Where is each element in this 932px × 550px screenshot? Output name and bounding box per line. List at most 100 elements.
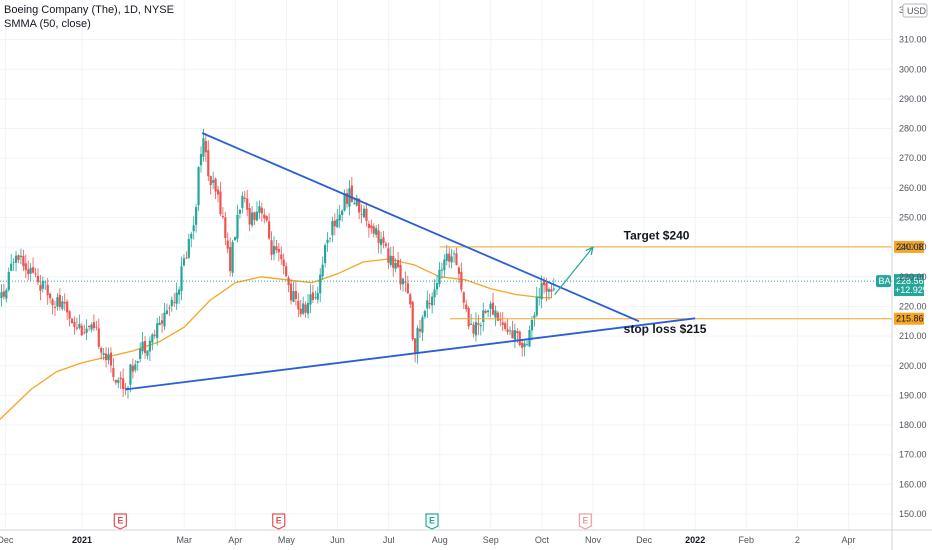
candle-body — [501, 322, 504, 326]
candle-body — [221, 216, 224, 218]
candle-body — [382, 237, 385, 244]
candle-body — [304, 304, 307, 313]
candle-body — [216, 189, 220, 195]
trend-lines — [125, 132, 696, 391]
candle-body — [90, 324, 93, 330]
annotations: Target $240 stop loss $215 — [554, 229, 707, 336]
candle-body — [416, 328, 419, 354]
candle-body — [530, 320, 534, 331]
candle-body — [462, 292, 465, 303]
target-level-tag-label: 240.08 — [896, 242, 924, 252]
candle-body — [297, 300, 300, 310]
candle-body — [102, 353, 105, 355]
candle-body — [431, 296, 434, 306]
y-tick-label: 240.00 — [899, 242, 927, 252]
candle-body — [263, 214, 266, 219]
candles — [0, 128, 555, 399]
earnings-marker-4-letter: E — [582, 516, 588, 526]
current-price-change: +12.92% — [895, 285, 931, 295]
candle-body — [248, 208, 251, 225]
candle-body — [126, 387, 130, 389]
candle-body — [535, 296, 538, 316]
candle-body — [243, 197, 246, 199]
candle-body — [367, 223, 370, 228]
candle-body — [538, 296, 541, 298]
candle-body — [46, 284, 49, 296]
candle-body — [348, 188, 351, 207]
candle-body — [61, 301, 64, 309]
y-tick-label: 200.00 — [899, 361, 927, 371]
x-tick-label: Feb — [739, 535, 755, 545]
candle-body — [29, 267, 32, 274]
indicator-label: SMMA (50, close) — [4, 18, 91, 30]
candle-body — [469, 323, 473, 325]
candle-body — [204, 140, 207, 153]
x-tick-label: Apr — [841, 535, 855, 545]
candle-body — [107, 354, 110, 361]
candle-body — [134, 364, 137, 371]
stop-loss-level-tag — [894, 312, 924, 325]
candle-body — [285, 266, 288, 277]
candle-body — [445, 253, 448, 261]
candle-body — [499, 319, 502, 321]
y-tick-label: 190.00 — [899, 390, 927, 400]
x-tick-label: Aug — [432, 535, 448, 545]
candle-body — [525, 344, 529, 345]
candle-body — [163, 312, 166, 327]
candle-body — [207, 150, 210, 177]
candle-body — [199, 154, 203, 166]
candle-body — [139, 349, 142, 359]
candle-body — [309, 294, 312, 305]
chart-title: Boeing Company (The), 1D, NYSE — [4, 4, 174, 16]
target-arrow-head — [585, 246, 594, 256]
candle-body — [122, 378, 125, 389]
candle-body — [316, 293, 319, 300]
x-tick-label: 2 — [795, 535, 800, 545]
candle-body — [423, 311, 426, 317]
candle-body — [372, 226, 375, 234]
candle-body — [114, 379, 117, 383]
candle-body — [17, 255, 20, 260]
candle-body — [341, 210, 344, 215]
candle-body — [414, 338, 417, 354]
candle-body — [51, 299, 54, 306]
candle-body — [452, 253, 456, 255]
candle-body — [428, 302, 431, 305]
x-tick-label: Dec — [0, 535, 14, 545]
y-tick-label: 250.00 — [899, 213, 927, 223]
candle-body — [231, 242, 234, 273]
candle-body — [5, 290, 8, 299]
candle-body — [202, 138, 205, 157]
current-price-label: 228.56 — [896, 276, 924, 286]
candle-body — [477, 323, 480, 325]
candle-body — [87, 325, 91, 327]
candle-body — [112, 368, 115, 378]
candle-body — [97, 328, 100, 347]
candle-body — [253, 212, 256, 220]
candle-body — [195, 207, 198, 225]
candle-body — [484, 310, 487, 313]
lower-trendline — [125, 317, 696, 391]
candle-body — [192, 225, 195, 232]
candle-body — [338, 214, 341, 221]
candle-body — [158, 322, 161, 326]
candle-body — [80, 325, 83, 336]
candle-body — [394, 262, 397, 269]
candle-body — [399, 264, 402, 285]
candle-body — [540, 282, 543, 300]
y-tick-label: 300.00 — [899, 64, 927, 74]
candle-body — [22, 255, 25, 267]
candle-body — [379, 239, 383, 246]
candle-body — [389, 255, 392, 265]
y-tick-label: 280.00 — [899, 124, 927, 134]
candle-body — [323, 245, 327, 264]
y-tick-label: 290.00 — [899, 94, 927, 104]
candle-body — [345, 193, 349, 204]
earnings-marker-2-letter: E — [276, 516, 282, 526]
candle-body — [289, 283, 293, 301]
candle-body — [460, 271, 463, 290]
x-tick-label: 2021 — [72, 535, 92, 545]
candle-body — [411, 301, 414, 340]
candle-body — [160, 320, 164, 324]
